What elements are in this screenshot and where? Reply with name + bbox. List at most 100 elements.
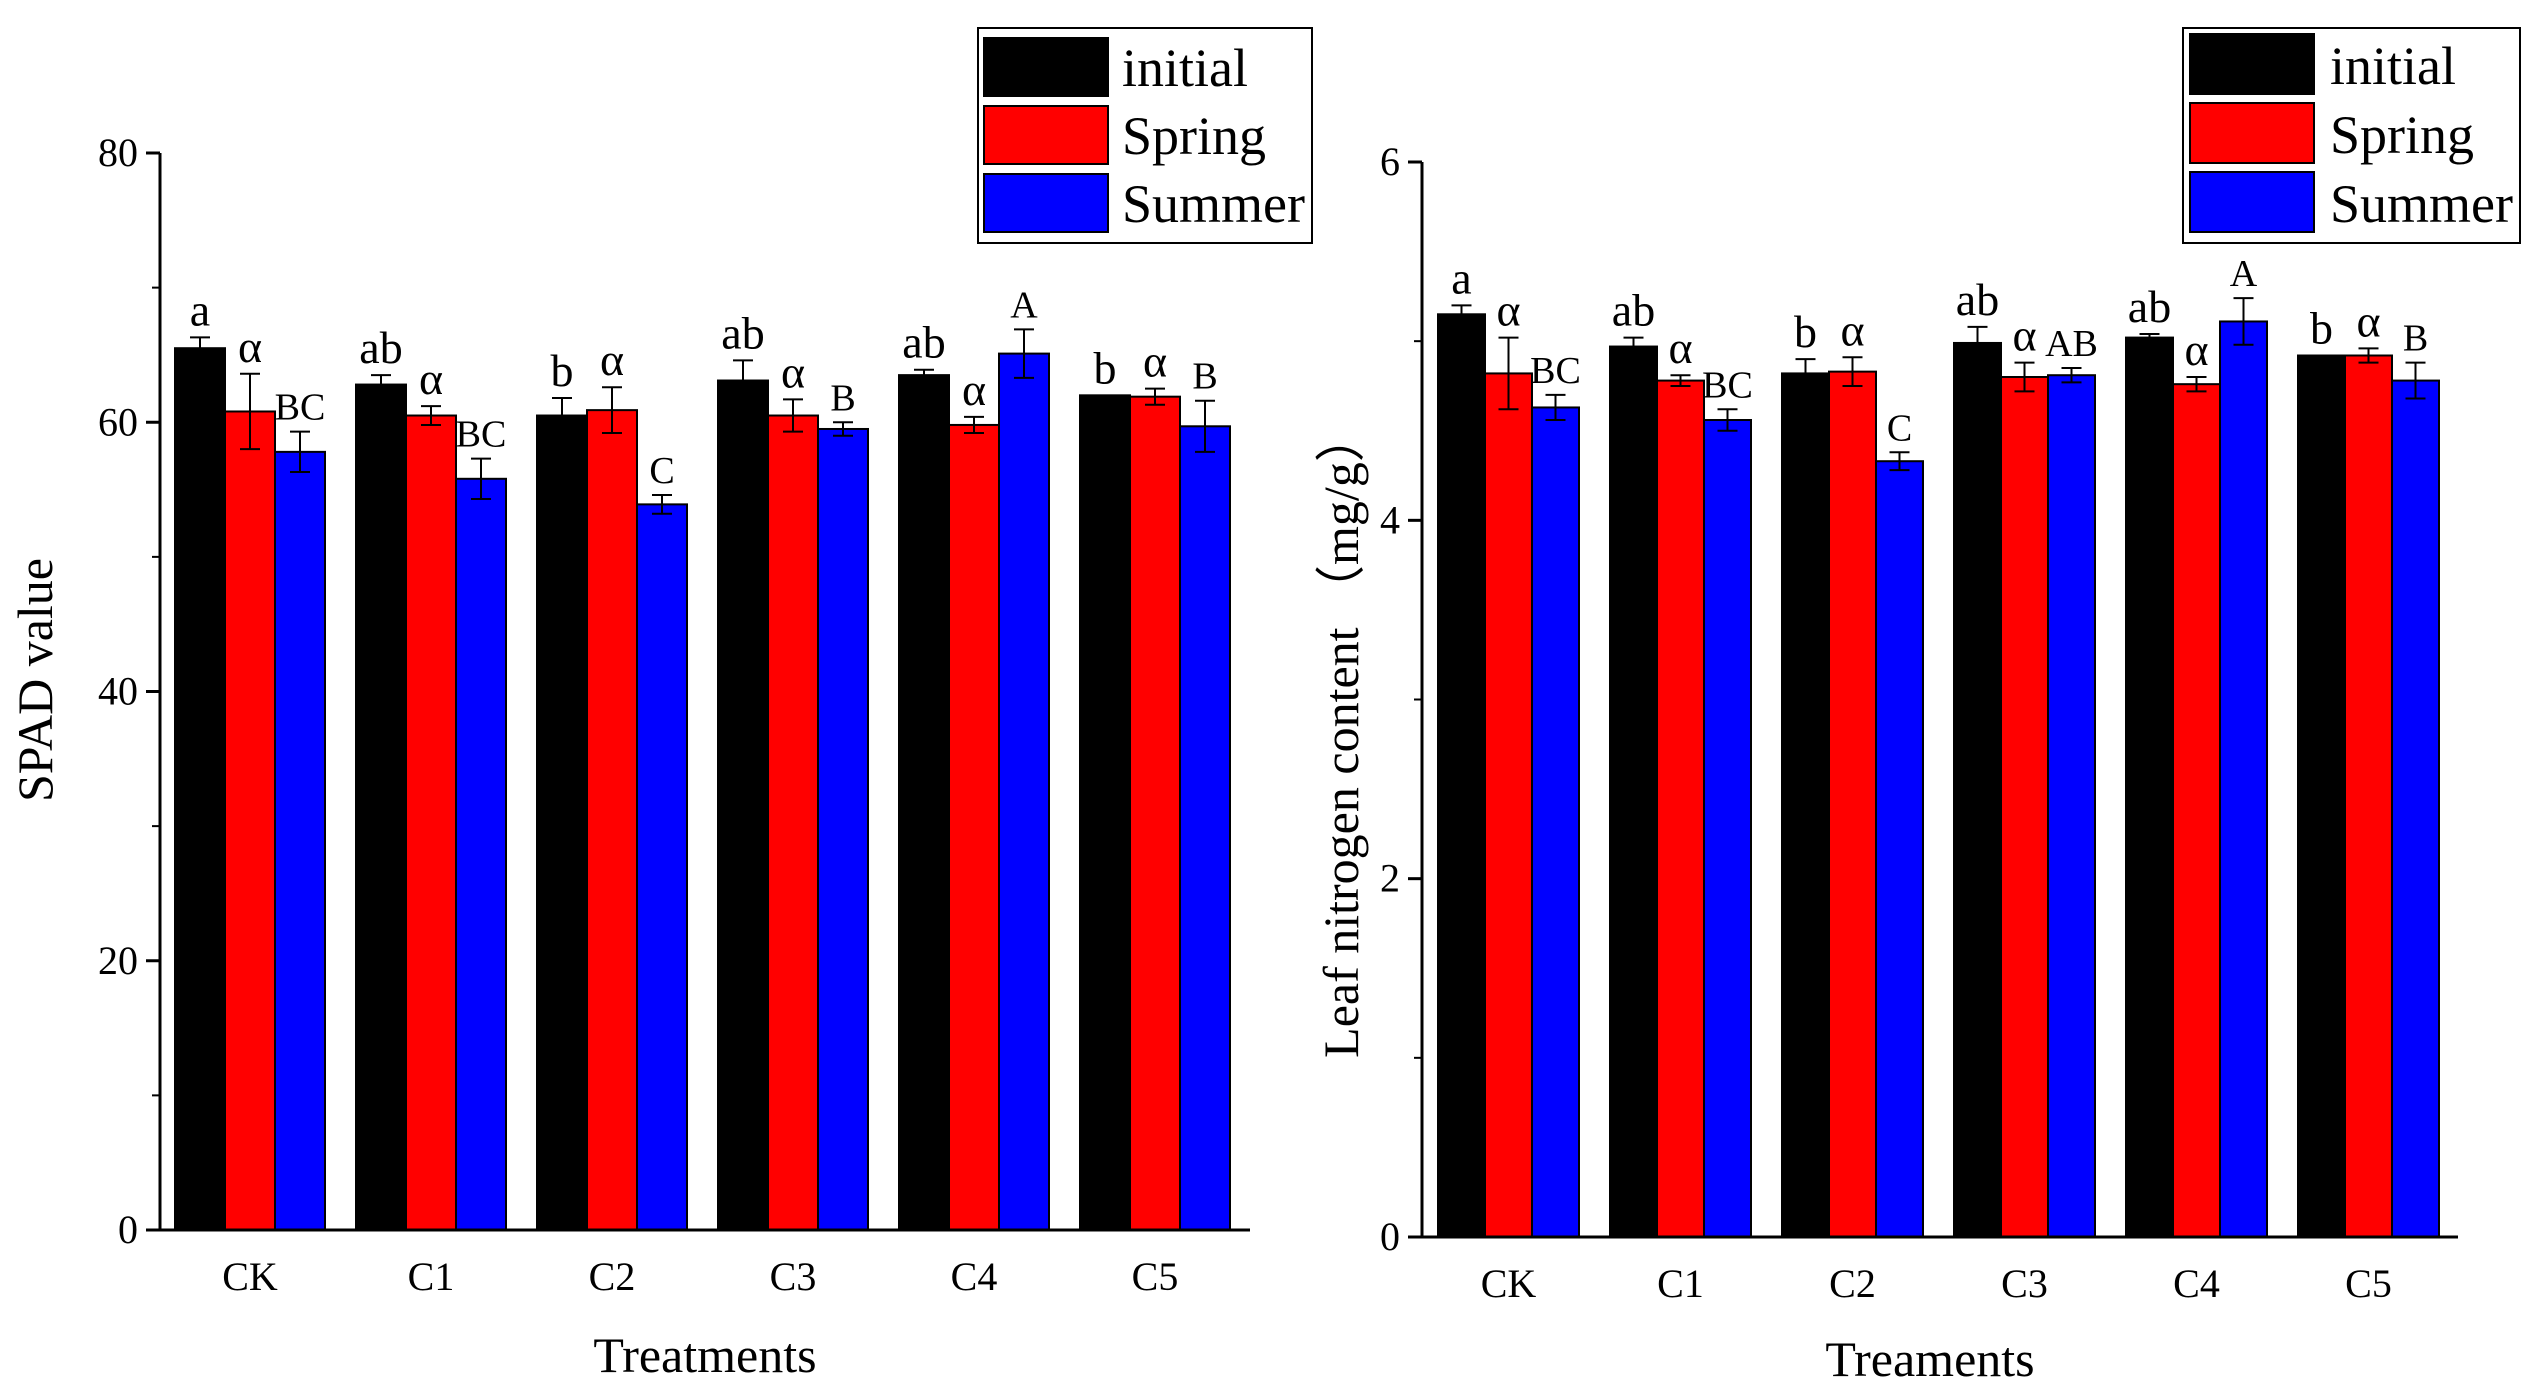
nitrogen-bar-spring-c5	[2344, 354, 2393, 1238]
spad-chart-legend: initial Spring Summer	[977, 27, 1313, 244]
spad-sig-label-initial-c4: ab	[902, 317, 945, 368]
spad-bar-initial-c1	[355, 383, 407, 1231]
spad-sig-label-summer-c5: B	[1192, 356, 1217, 398]
nitrogen-errorbar-spring-ck	[1498, 336, 1519, 411]
spad-sig-label-initial-c1: ab	[359, 322, 402, 373]
spad-sig-label-summer-c4: A	[1010, 284, 1038, 326]
spad-errorbar-spring-c4	[964, 415, 984, 435]
spad-sig-label-initial-c5: b	[1094, 342, 1117, 393]
spad-errorbar-spring-c1	[421, 405, 441, 426]
nitrogen-xtick-label-c5: C5	[2345, 1261, 2392, 1306]
nitrogen-errorbar-initial-c4	[2139, 333, 2160, 343]
spad-bar-spring-c5	[1129, 395, 1181, 1231]
spad-xtick-label-c1: C1	[408, 1254, 455, 1299]
nitrogen-bar-spring-c1	[1656, 379, 1705, 1239]
spad-ytick-label-20: 20	[98, 938, 138, 983]
spad-bar-summer-c3	[817, 427, 869, 1231]
nitrogen-bar-spring-c4	[2172, 383, 2221, 1238]
nitrogen-ytick-label-2: 2	[1380, 856, 1400, 901]
nitrogen-errorbar-initial-ck	[1451, 304, 1472, 325]
spad-sig-label-initial-c2: b	[551, 345, 574, 396]
nitrogen-axes: 0 2 4 6	[1380, 139, 2458, 1259]
spad-errorbar-spring-ck	[240, 372, 260, 451]
nitrogen-bar-initial-c1	[1609, 345, 1658, 1238]
nitrogen-errorbar-summer-c1	[1717, 408, 1738, 432]
spad-bar-summer-c2	[636, 503, 688, 1231]
spad-errorbar-summer-c1	[471, 457, 491, 500]
nitrogen-bar-summer-c4	[2219, 320, 2268, 1239]
spad-chart-ylabel: SPAD value	[7, 558, 63, 802]
nitrogen-errorbar-initial-c2	[1795, 358, 1816, 389]
spad-xtick-label-c2: C2	[589, 1254, 636, 1299]
nitrogen-errorbar-spring-c5	[2358, 347, 2379, 364]
spad-ytick-label-40: 40	[98, 669, 138, 714]
nitrogen-ytick-label-4: 4	[1380, 497, 1400, 542]
nitrogen-bar-summer-c2	[1875, 460, 1924, 1239]
legend-label-spring: Spring	[2330, 105, 2474, 165]
nitrogen-sig-label-initial-c5: b	[2310, 303, 2333, 354]
spad-errorbar-summer-c3	[833, 421, 853, 437]
legend-swatch-initial	[2189, 33, 2315, 95]
spad-bar-initial-c3	[717, 379, 769, 1231]
spad-bar-summer-c4	[998, 352, 1050, 1231]
nitrogen-sig-label-spring-c2: α	[1840, 304, 1864, 355]
nitrogen-ytick-label-6: 6	[1380, 139, 1400, 184]
spad-sig-label-spring-c3: α	[781, 346, 805, 397]
nitrogen-sig-label-spring-c4: α	[2184, 324, 2208, 375]
legend-label-spring: Spring	[1122, 106, 1266, 166]
legend-label-summer: Summer	[1122, 174, 1305, 234]
spad-chart: SPAD value Treatments initial Spring Sum…	[7, 27, 1313, 1383]
spad-bar-initial-c5	[1079, 394, 1131, 1231]
nitrogen-bar-spring-c3	[2000, 376, 2049, 1238]
nitrogen-xtick-label-c4: C4	[2173, 1261, 2220, 1306]
spad-errorbar-spring-c3	[783, 398, 803, 433]
spad-sig-label-summer-c3: B	[830, 377, 855, 419]
spad-sig-label-spring-c2: α	[600, 334, 624, 385]
spad-bar-summer-ck	[274, 450, 326, 1231]
nitrogen-sig-label-spring-c1: α	[1668, 322, 1692, 373]
spad-ytick-label-80: 80	[98, 130, 138, 175]
nitrogen-errorbar-summer-c4	[2233, 297, 2254, 346]
spad-errorbar-summer-c2	[652, 493, 672, 515]
nitrogen-bar-summer-c5	[2391, 379, 2440, 1239]
nitrogen-bar-initial-c5	[2297, 354, 2346, 1238]
nitrogen-errorbar-summer-c2	[1889, 451, 1910, 472]
spad-xtick-label-ck: CK	[222, 1254, 278, 1299]
legend-swatch-spring	[2189, 102, 2315, 164]
spad-axes: 0 20 40 60 80	[98, 130, 1250, 1252]
spad-errorbar-summer-ck	[290, 430, 310, 474]
nitrogen-xtick-label-c2: C2	[1829, 1261, 1876, 1306]
nitrogen-sig-label-summer-ck: BC	[1530, 350, 1581, 392]
nitrogen-chart-ylabel: Leaf nitrogen content （mg/g）	[1313, 412, 1369, 1058]
spad-sig-label-summer-ck: BC	[275, 387, 326, 429]
spad-errorbar-spring-c2	[602, 386, 622, 435]
nitrogen-errorbar-summer-ck	[1545, 393, 1566, 421]
nitrogen-errorbar-spring-c1	[1670, 374, 1691, 387]
spad-ytick-label-0: 0	[118, 1207, 138, 1252]
spad-sig-label-spring-ck: α	[238, 321, 262, 372]
nitrogen-sig-label-summer-c4: A	[2230, 253, 2258, 295]
nitrogen-chart-legend: initial Spring Summer	[2182, 27, 2521, 244]
nitrogen-errorbar-initial-c1	[1623, 336, 1644, 357]
legend-swatch-summer	[2189, 171, 2315, 233]
nitrogen-errorbar-summer-c3	[2061, 367, 2082, 384]
spad-bar-spring-c4	[948, 423, 1000, 1231]
nitrogen-ytick-label-0: 0	[1380, 1214, 1400, 1259]
nitrogen-chart: Leaf nitrogen content （mg/g） Treaments i…	[1313, 27, 2521, 1387]
nitrogen-errorbar-summer-c5	[2405, 361, 2426, 400]
nitrogen-sig-label-summer-c2: C	[1887, 407, 1912, 449]
legend-label-initial: initial	[1122, 38, 1248, 98]
legend-label-summer: Summer	[2330, 174, 2513, 234]
spad-errorbar-summer-c4	[1014, 328, 1034, 379]
spad-bar-spring-c2	[586, 409, 638, 1232]
nitrogen-errorbar-initial-c3	[1967, 325, 1988, 361]
nitrogen-errorbar-spring-c4	[2186, 376, 2207, 393]
spad-sig-label-initial-c3: ab	[721, 307, 764, 358]
nitrogen-bar-summer-ck	[1531, 406, 1580, 1239]
nitrogen-bar-summer-c3	[2047, 374, 2096, 1239]
nitrogen-bar-summer-c1	[1703, 419, 1752, 1238]
spad-errorbar-initial-ck	[190, 336, 210, 360]
